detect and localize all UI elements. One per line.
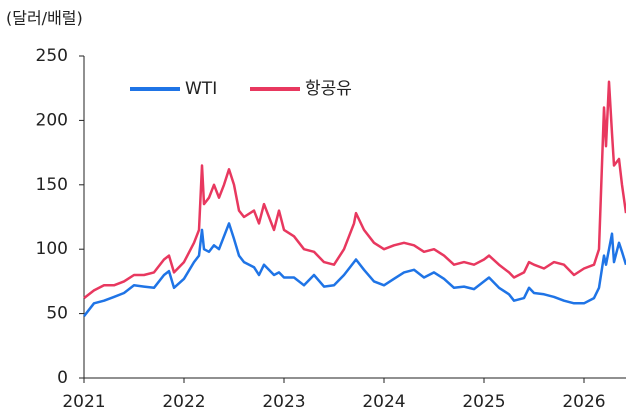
legend-label: 항공유 [305, 79, 352, 99]
y-tick-label: 150 [36, 175, 68, 195]
legend-label: WTI [185, 79, 217, 99]
x-tick-label: 2025 [462, 392, 505, 412]
x-tick-label: 2026 [562, 392, 605, 412]
y-axis-label: (달러/배럴) [6, 9, 83, 28]
y-tick-label: 250 [36, 46, 68, 66]
y-tick-label: 50 [46, 304, 68, 324]
x-tick-label: 2021 [62, 392, 105, 412]
series-line [83, 80, 626, 300]
y-tick-label: 200 [36, 110, 68, 130]
y-tick-label: 0 [57, 368, 68, 388]
series-line [83, 222, 626, 317]
x-tick-label: 2024 [362, 392, 405, 412]
x-tick-label: 2022 [162, 392, 205, 412]
x-tick-label: 2023 [262, 392, 305, 412]
y-tick-label: 100 [36, 239, 68, 259]
